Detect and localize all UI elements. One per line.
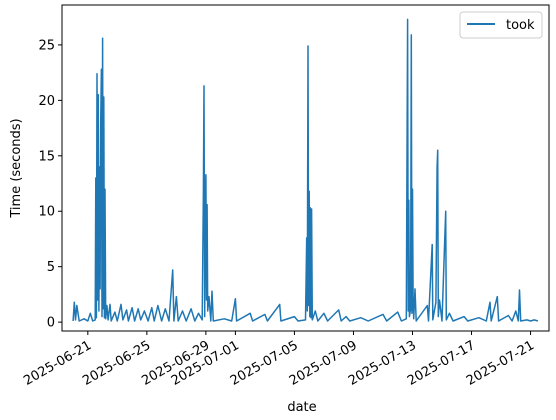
series-layer xyxy=(72,18,539,322)
legend-entry-took: took xyxy=(506,18,535,33)
y-axis-label: Time (seconds) xyxy=(9,118,24,218)
y-tick-label: 10 xyxy=(38,205,55,220)
y-axis-ticks: 0 5 10 15 20 25 xyxy=(38,38,62,331)
legend-box xyxy=(459,11,543,39)
y-tick-label: 15 xyxy=(38,149,55,164)
y-tick-label: 20 xyxy=(38,94,55,109)
axes-frame xyxy=(61,4,550,332)
x-axis-label: date xyxy=(287,400,316,415)
y-tick-label: 25 xyxy=(38,38,55,53)
y-tick-label: 0 xyxy=(47,316,55,331)
legend: took xyxy=(459,11,543,39)
y-tick-label: 5 xyxy=(47,260,55,275)
series-line-took xyxy=(72,18,539,322)
